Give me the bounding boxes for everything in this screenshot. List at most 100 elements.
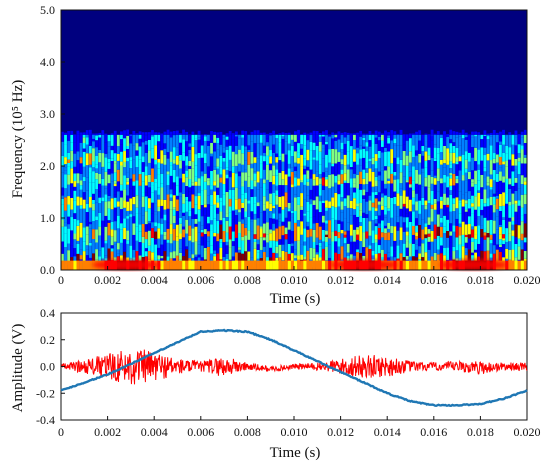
spectrogram-cell bbox=[281, 221, 285, 226]
spectrogram-cell bbox=[200, 205, 204, 217]
amplitude-y-tick-label: 0.0 bbox=[40, 360, 55, 374]
spectrogram-cell bbox=[492, 134, 496, 138]
spectrogram-cell bbox=[272, 240, 276, 253]
spectrogram-cell bbox=[67, 162, 71, 167]
spectrogram-cell bbox=[334, 182, 338, 193]
spectrogram-cell bbox=[210, 245, 213, 254]
spectrogram-cell bbox=[399, 191, 403, 196]
spectrogram-cell bbox=[309, 189, 313, 200]
spectrogram-cell bbox=[88, 145, 92, 154]
spectrogram-cell bbox=[182, 229, 185, 238]
spectrogram-cell bbox=[359, 158, 363, 166]
spectrogram-cell bbox=[340, 209, 344, 213]
spectrogram-cell bbox=[132, 155, 136, 160]
spectrogram-cell bbox=[318, 195, 322, 202]
spectrogram-cell bbox=[499, 244, 502, 247]
spectrogram-cell bbox=[222, 184, 226, 195]
spectrogram-cell bbox=[141, 132, 145, 135]
spectrogram-cell bbox=[377, 223, 381, 228]
spectrogram-cell bbox=[247, 216, 251, 231]
spectrogram-cell bbox=[272, 144, 276, 153]
spectrogram-cell bbox=[234, 252, 238, 267]
spectrogram-cell bbox=[132, 134, 136, 146]
spectrogram-cell bbox=[374, 242, 378, 254]
spectrogram-cell bbox=[213, 169, 217, 182]
spectrogram-cell bbox=[107, 198, 111, 202]
spectrogram-cell bbox=[132, 249, 136, 258]
spectrogram-cell bbox=[154, 226, 157, 232]
spectrogram-cell bbox=[213, 256, 217, 262]
spectrogram-cell bbox=[467, 144, 471, 153]
spectrogram-cell bbox=[294, 174, 297, 178]
spectrogram-cell bbox=[303, 184, 307, 200]
spectrogram-cell bbox=[262, 204, 266, 211]
spectrogram-cell bbox=[483, 152, 487, 156]
spectrogram-cell bbox=[523, 242, 527, 251]
spectrogram-cell bbox=[455, 183, 459, 198]
spectrogram-cell bbox=[517, 260, 521, 270]
spectrogram-cell bbox=[73, 213, 77, 219]
spectrogram-cell bbox=[203, 207, 207, 216]
spectrogram-y-label: Frequency (10⁵ Hz) bbox=[10, 80, 26, 199]
spectrogram-cell bbox=[294, 151, 297, 163]
spectrogram-cell bbox=[70, 139, 74, 143]
spectrogram-cell bbox=[393, 138, 397, 144]
spectrogram-cell bbox=[266, 242, 269, 258]
spectrogram-cell bbox=[287, 208, 291, 212]
spectrogram-cell bbox=[505, 248, 509, 259]
spectrogram-cell bbox=[197, 209, 201, 222]
spectrogram-cell bbox=[129, 134, 133, 136]
spectrogram-cell bbox=[337, 220, 341, 224]
spectrogram-cell bbox=[179, 239, 182, 249]
spectrogram-cell bbox=[275, 185, 279, 191]
spectrogram-cell bbox=[272, 252, 276, 267]
spectrogram-cell bbox=[200, 232, 204, 237]
spectrogram-cell bbox=[297, 163, 300, 179]
spectrogram-cell bbox=[446, 161, 450, 165]
spectrogram-cell bbox=[328, 136, 331, 150]
spectrogram-cell bbox=[160, 150, 164, 164]
spectrogram-cell bbox=[477, 134, 481, 144]
spectrogram-cell bbox=[157, 158, 161, 163]
spectrogram-cell bbox=[281, 244, 285, 251]
spectrogram-cell bbox=[443, 167, 446, 175]
spectrogram-cell bbox=[225, 170, 229, 175]
spectrogram-cell bbox=[418, 200, 422, 214]
spectrogram-cell bbox=[200, 216, 204, 226]
spectrogram-cell bbox=[76, 205, 80, 221]
spectrogram-cell bbox=[210, 153, 213, 157]
spectrogram-cell bbox=[349, 200, 353, 209]
spectrogram-cell bbox=[346, 207, 350, 223]
spectrogram-cell bbox=[281, 161, 285, 171]
spectrogram-cell bbox=[309, 228, 313, 237]
spectrogram-cell bbox=[356, 227, 359, 230]
spectrogram-cell bbox=[505, 178, 509, 194]
spectrogram-cell bbox=[433, 147, 437, 159]
spectrogram-cell bbox=[337, 223, 341, 233]
spectrogram-cell bbox=[377, 192, 381, 202]
spectrogram-cell bbox=[377, 137, 381, 141]
spectrogram-cell bbox=[85, 260, 90, 270]
spectrogram-cell bbox=[495, 229, 499, 245]
spectrogram-cell bbox=[343, 192, 347, 199]
spectrogram-cell bbox=[461, 221, 465, 235]
spectrogram-cell bbox=[120, 139, 123, 145]
spectrogram-cell bbox=[368, 248, 372, 263]
spectrogram-cell bbox=[455, 225, 459, 238]
spectrogram-cell bbox=[359, 171, 363, 184]
spectrogram-cell bbox=[113, 194, 117, 198]
spectrogram-cell bbox=[349, 187, 353, 195]
spectrogram-cell bbox=[353, 133, 356, 135]
spectrogram-cell bbox=[371, 143, 375, 158]
spectrogram-cell bbox=[430, 241, 434, 257]
spectrogram-cell bbox=[284, 154, 288, 170]
spectrogram-cell bbox=[340, 152, 344, 160]
spectrogram-cell bbox=[188, 191, 192, 202]
spectrogram-cell bbox=[443, 159, 446, 164]
spectrogram-cell bbox=[399, 183, 403, 189]
spectrogram-cell bbox=[415, 131, 418, 135]
spectrogram-cell bbox=[374, 253, 378, 262]
spectrogram-cell bbox=[203, 260, 208, 270]
spectrogram-cell bbox=[216, 132, 220, 135]
spectrogram-cell bbox=[427, 187, 431, 201]
